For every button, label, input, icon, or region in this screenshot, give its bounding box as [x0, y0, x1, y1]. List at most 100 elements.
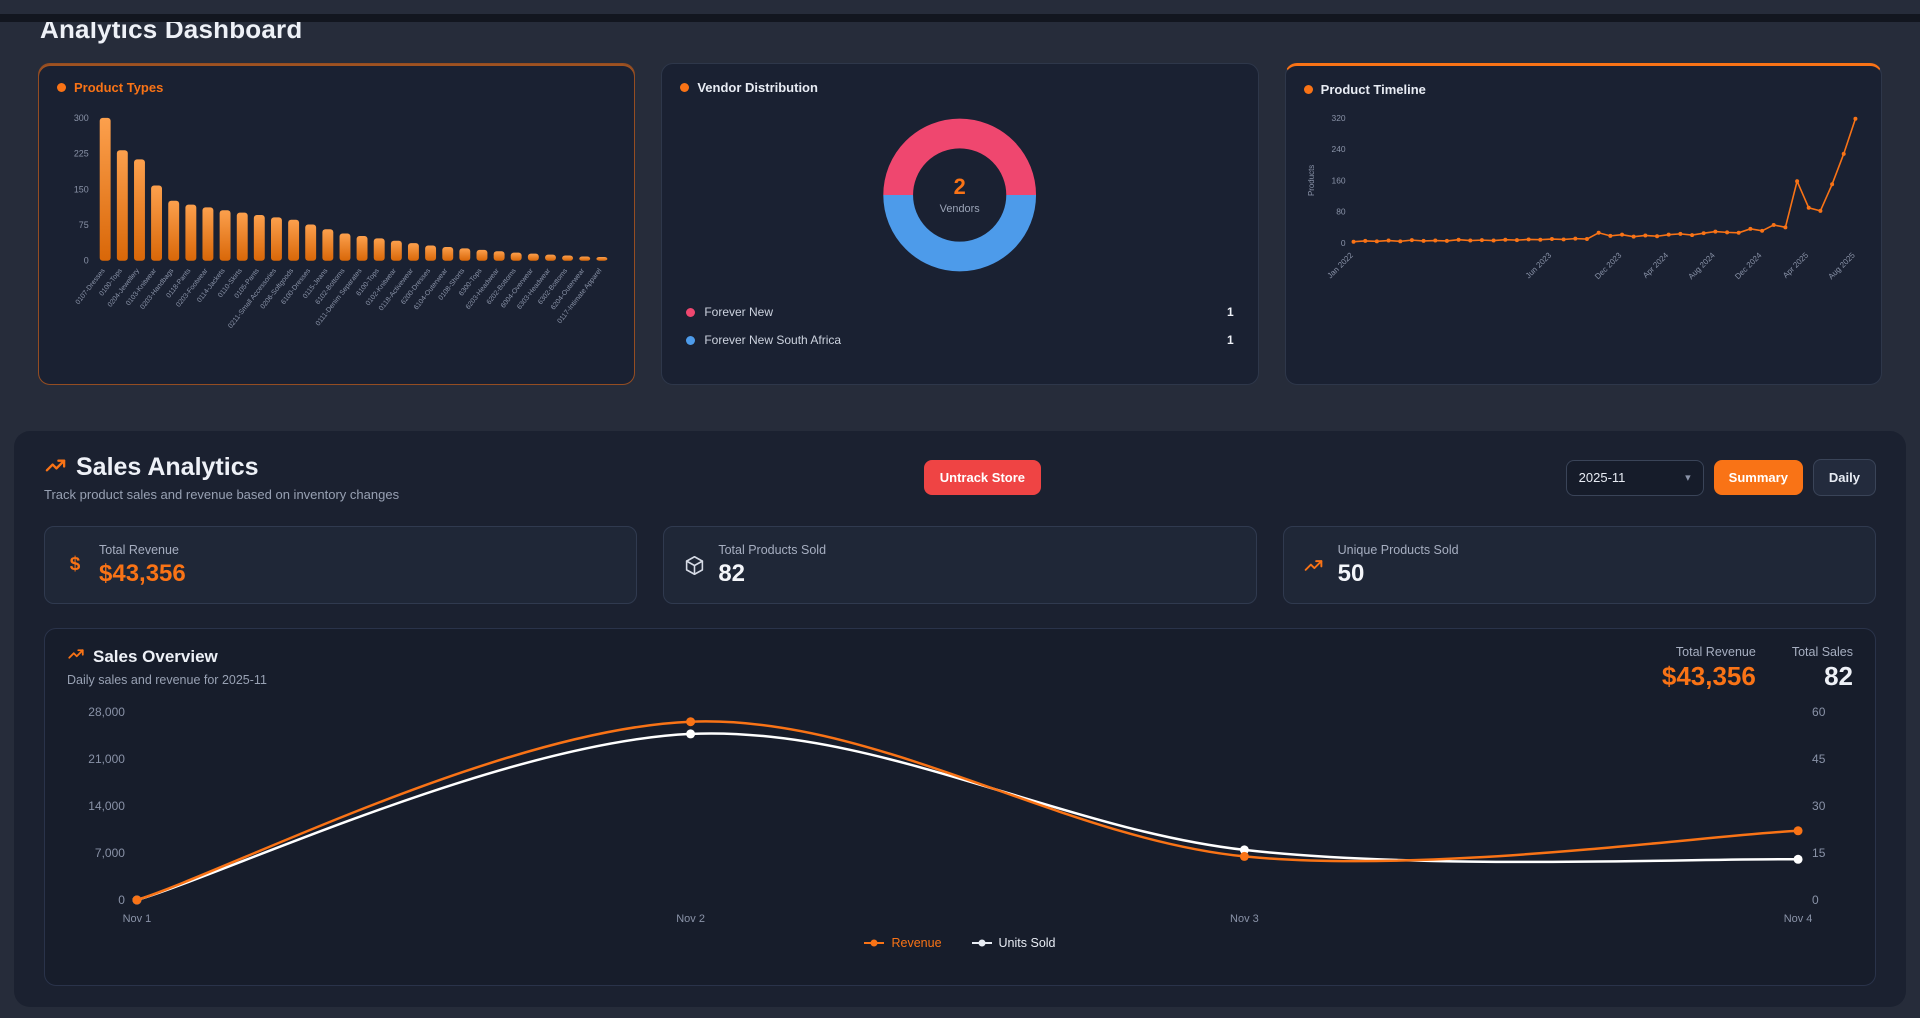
- svg-text:60: 60: [1812, 705, 1826, 719]
- stat-value: 50: [1337, 559, 1365, 587]
- sales-overview-title: Sales Overview: [93, 646, 218, 666]
- total-revenue-value: $43,356: [1661, 661, 1756, 691]
- svg-text:160: 160: [1331, 175, 1345, 185]
- vendor-count: 1: [1226, 333, 1234, 347]
- vendor-count: 1: [1226, 305, 1234, 319]
- vendor-legend-item[interactable]: Forever New 1: [682, 298, 1237, 326]
- trending-up-icon: [67, 645, 85, 668]
- daily-tab-button[interactable]: Daily: [1812, 459, 1876, 496]
- vendor-legend-item[interactable]: Forever New South Africa 1: [682, 326, 1237, 354]
- vendor-name: Forever New: [704, 305, 774, 319]
- svg-text:75: 75: [79, 220, 89, 230]
- stat-value: 82: [718, 559, 746, 587]
- svg-text:Dec 2024: Dec 2024: [1733, 250, 1764, 281]
- vendor-name: Forever New South Africa: [704, 333, 842, 347]
- svg-text:Aug 2025: Aug 2025: [1826, 250, 1857, 281]
- sales-analytics-title-block: Sales Analytics Track product sales and …: [44, 453, 399, 502]
- trending-up-icon: [44, 454, 67, 482]
- product-types-header: Product Types: [53, 76, 620, 103]
- month-select[interactable]: 2025-11 ▾: [1565, 459, 1704, 496]
- product-timeline-title: Product Timeline: [1320, 82, 1426, 97]
- sales-overview-header: Sales Overview Daily sales and revenue f…: [67, 645, 1853, 692]
- product-types-legend-dot: [57, 83, 66, 92]
- svg-text:45: 45: [1812, 752, 1826, 766]
- untrack-store-button[interactable]: Untrack Store: [923, 460, 1041, 495]
- chevron-down-icon: ▾: [1685, 472, 1691, 484]
- legend-line-dot-marker: [971, 942, 992, 944]
- svg-text:Products: Products: [1307, 165, 1316, 196]
- legend-label: Units Sold: [998, 936, 1056, 950]
- legend-line-dot-marker: [864, 942, 885, 944]
- svg-text:0: 0: [118, 893, 125, 907]
- unique-products-sold-stat-card: Unique Products Sold 50: [1282, 526, 1876, 604]
- svg-text:0: 0: [1341, 238, 1346, 248]
- product-timeline-card: Product Timeline 0 80 160 240 320 Products Jan…: [1284, 63, 1882, 385]
- svg-text:Apr 2025: Apr 2025: [1781, 250, 1811, 280]
- stat-label: Total Products Sold: [718, 542, 827, 557]
- total-sales-label: Total Sales: [1791, 645, 1853, 659]
- svg-text:150: 150: [74, 184, 89, 194]
- sales-analytics-subtitle: Track product sales and revenue based on…: [44, 487, 400, 502]
- vendor-legend: Forever New 1 Forever New South Africa 1: [676, 298, 1243, 354]
- sales-analytics-header: Sales Analytics Track product sales and …: [14, 431, 1906, 502]
- top-charts-row: Product Types 0 75 150 225 300 0107-Dresses 01…: [38, 63, 1882, 385]
- overview-total-revenue: Total Revenue $43,356: [1662, 645, 1756, 692]
- sales-overview-totals: Total Revenue $43,356 Total Sales 82: [1662, 645, 1853, 692]
- total-revenue-label: Total Revenue: [1675, 645, 1756, 659]
- svg-text:Nov 3: Nov 3: [1230, 913, 1259, 925]
- sales-overview-title-block: Sales Overview Daily sales and revenue f…: [67, 645, 267, 688]
- svg-text:Aug 2024: Aug 2024: [1686, 250, 1717, 281]
- product-types-title: Product Types: [74, 80, 164, 95]
- legend-item-revenue[interactable]: Revenue: [864, 936, 942, 950]
- total-products-sold-stat-card: Total Products Sold 82: [663, 526, 1257, 604]
- vendor-color-dot: [686, 307, 696, 317]
- sales-analytics-panel: Sales Analytics Track product sales and …: [14, 431, 1906, 1007]
- product-types-card: Product Types 0 75 150 225 300 0107-Dresses 01…: [38, 63, 636, 385]
- vendor-color-dot: [686, 335, 696, 345]
- package-icon: [682, 555, 706, 576]
- svg-text:28,000: 28,000: [88, 705, 125, 719]
- svg-text:Nov 2: Nov 2: [676, 913, 705, 925]
- sales-overview-card: Sales Overview Daily sales and revenue f…: [44, 628, 1876, 986]
- overview-total-sales: Total Sales 82: [1792, 645, 1853, 692]
- svg-text:7,000: 7,000: [95, 846, 125, 860]
- svg-text:Nov 4: Nov 4: [1784, 913, 1813, 925]
- svg-text:300: 300: [74, 113, 89, 123]
- total-sales-value: 82: [1824, 661, 1853, 691]
- svg-text:2: 2: [954, 174, 966, 199]
- legend-label: Revenue: [891, 936, 942, 950]
- summary-tab-button[interactable]: Summary: [1713, 460, 1803, 495]
- trending-up-icon: [1302, 555, 1326, 576]
- month-select-value: 2025-11: [1578, 470, 1626, 485]
- product-timeline-legend-dot: [1303, 85, 1313, 94]
- sales-overview-chart: 0 7,000 14,000 21,000 28,000 0 15 30 45 60 Nov 1 No…: [88, 705, 1826, 925]
- top-edge-strip: [0, 14, 1920, 22]
- svg-text:21,000: 21,000: [88, 752, 125, 766]
- vendor-distribution-header: Vendor Distribution: [676, 76, 1243, 103]
- stats-row: $ Total Revenue $43,356 Total Products S…: [14, 502, 1906, 604]
- svg-text:15: 15: [1812, 846, 1826, 860]
- vendor-distribution-title: Vendor Distribution: [697, 80, 818, 95]
- svg-text:0: 0: [1812, 893, 1819, 907]
- svg-text:0: 0: [84, 256, 89, 266]
- vendor-distribution-legend-dot: [680, 83, 690, 92]
- vendor-donut-chart: 2 Vendors: [883, 118, 1037, 272]
- sales-overview-subtitle: Daily sales and revenue for 2025-11: [67, 673, 267, 687]
- svg-text:Nov 1: Nov 1: [123, 913, 152, 925]
- dollar-icon: $: [69, 554, 81, 575]
- svg-text:320: 320: [1331, 113, 1345, 123]
- total-revenue-stat-card: $ Total Revenue $43,356: [44, 526, 638, 604]
- svg-text:Apr 2024: Apr 2024: [1641, 250, 1671, 280]
- product-timeline-header: Product Timeline: [1300, 78, 1867, 105]
- legend-item-units-sold[interactable]: Units Sold: [971, 936, 1056, 950]
- svg-text:80: 80: [1336, 207, 1346, 217]
- svg-text:240: 240: [1331, 144, 1345, 154]
- product-types-bar-chart: 0751502253000107-Dresses0100-Tops0204-Je…: [74, 113, 608, 330]
- svg-text:Vendors: Vendors: [940, 203, 981, 215]
- svg-text:0107-Dresses: 0107-Dresses: [75, 267, 107, 306]
- stat-label: Unique Products Sold: [1337, 542, 1459, 557]
- sales-legend: Revenue Units Sold: [67, 936, 1853, 950]
- svg-text:Jun 2023: Jun 2023: [1523, 250, 1553, 280]
- sales-controls: 2025-11 ▾ Summary Daily: [1565, 459, 1876, 496]
- product-timeline-chart: 0 80 160 240 320 Products Jan 2022 Jun 2023 Dec …: [1307, 113, 1858, 281]
